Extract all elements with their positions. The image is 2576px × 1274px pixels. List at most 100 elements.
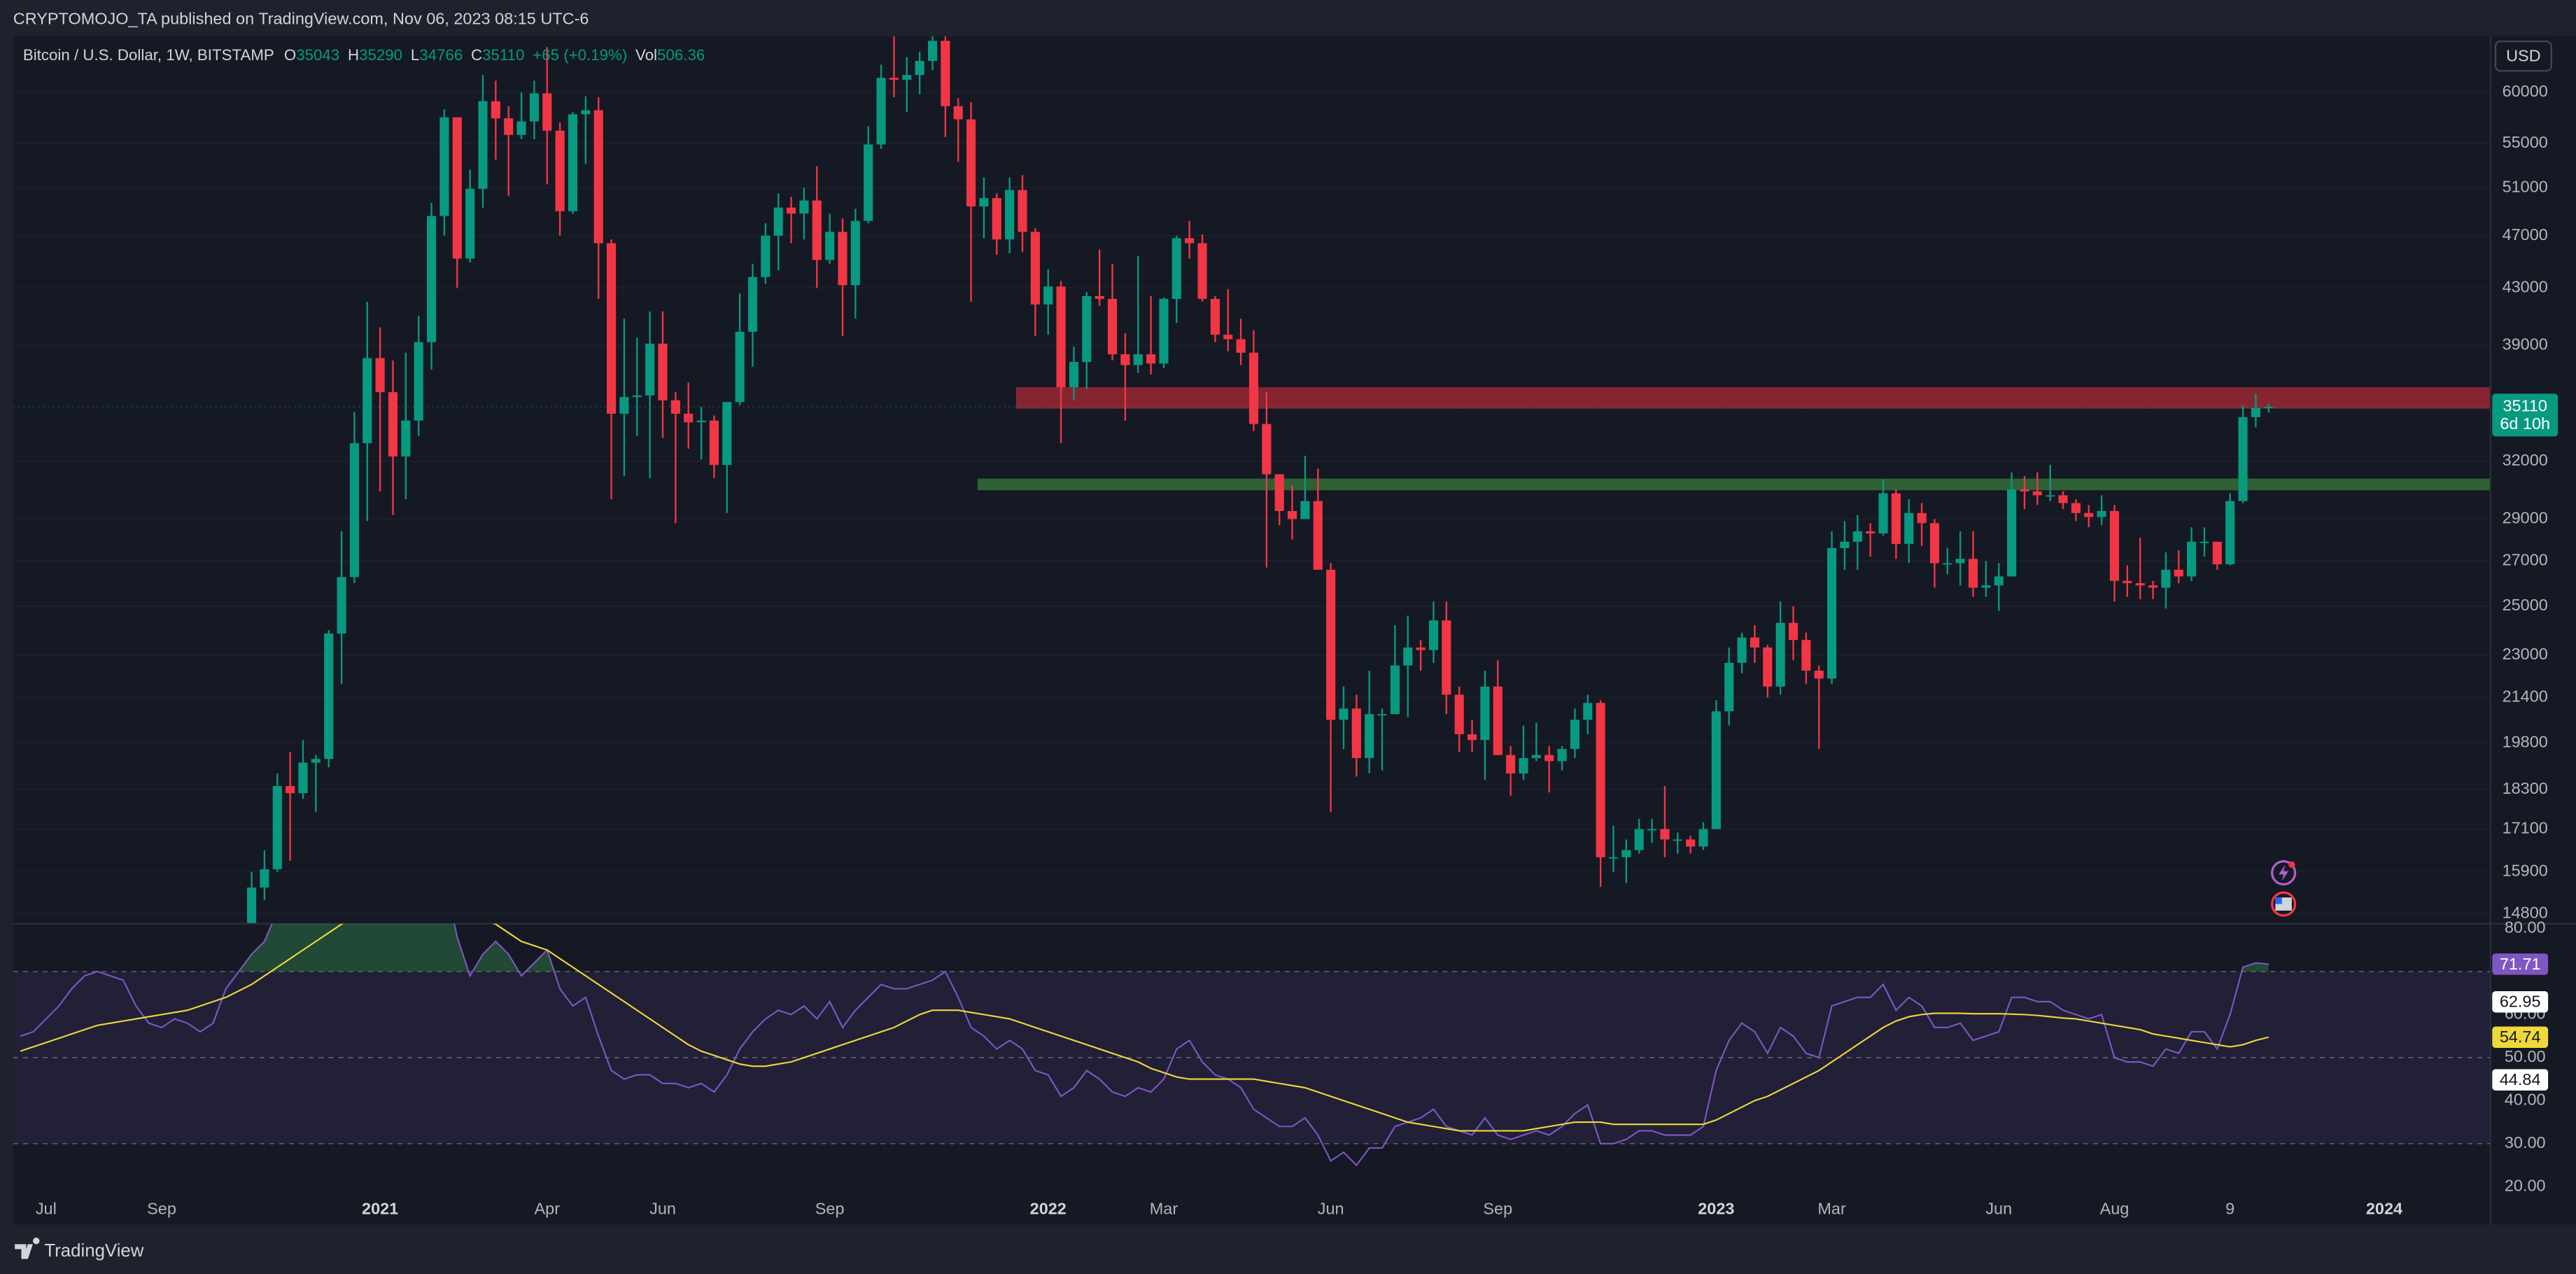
candle-body <box>1544 755 1554 762</box>
event-dot <box>2288 861 2295 868</box>
candle-body <box>2058 495 2068 503</box>
candle-body <box>941 41 950 106</box>
candle-body <box>1056 286 1066 388</box>
candle-body <box>2032 491 2042 496</box>
candle-body <box>478 101 488 189</box>
candle-body <box>1750 637 1760 648</box>
countdown: 6d 10h <box>2500 414 2550 433</box>
candle-body <box>850 220 860 286</box>
candle-body <box>1814 671 1824 679</box>
candle-body <box>876 78 886 145</box>
candle-body <box>324 634 334 760</box>
candle-body <box>1287 511 1297 519</box>
zone <box>977 478 2491 491</box>
candle-body <box>1904 512 1914 544</box>
rsi-tick-label: 50.00 <box>2505 1047 2546 1065</box>
candle-body <box>2020 489 2029 491</box>
candle-body <box>1917 512 1927 524</box>
candle-body <box>1133 354 1143 365</box>
event-icon <box>2271 891 2297 917</box>
candle-body <box>902 75 912 80</box>
candle-body <box>1493 686 1502 755</box>
candle-body <box>889 78 899 80</box>
candle-body <box>272 785 282 869</box>
candle-body <box>298 762 308 794</box>
candle-body <box>1185 238 1195 244</box>
candle-body <box>773 207 783 236</box>
band-tag-label: 62.95 <box>2500 993 2541 1011</box>
candle-body <box>1416 648 1426 650</box>
legend-letter: L <box>411 46 419 64</box>
x-tick-label: Mar <box>1150 1199 1178 1217</box>
y-tick-label: 17100 <box>2503 819 2548 837</box>
candle-body <box>2097 511 2106 517</box>
x-tick-label: 2023 <box>1698 1199 1734 1217</box>
candle-body <box>465 188 475 259</box>
price-pane <box>13 36 2491 924</box>
rsi-tick-label: 20.00 <box>2505 1177 2546 1195</box>
x-tick-label: 9 <box>2225 1199 2234 1217</box>
candle-body <box>953 106 963 120</box>
candle-body <box>1171 238 1181 299</box>
candle-body <box>1005 190 1015 240</box>
legend-letter: O <box>284 46 296 64</box>
candle-body <box>1043 286 1053 304</box>
x-tick-label: Sep <box>815 1199 845 1217</box>
candle-body <box>927 41 938 61</box>
candle-body <box>1724 662 1734 712</box>
candle-body <box>1454 694 1464 734</box>
candle-body <box>516 121 526 135</box>
candle-body <box>670 400 680 414</box>
candle-body <box>1159 298 1169 364</box>
candle-body <box>1095 296 1104 299</box>
x-tick-label: Jul <box>36 1199 57 1217</box>
legend-letter: H <box>348 46 359 64</box>
logo <box>15 1238 40 1259</box>
x-tick-label: 2024 <box>2366 1199 2402 1217</box>
candle-body <box>812 200 822 260</box>
candle-body <box>1686 839 1696 847</box>
x-tick-label: 2021 <box>362 1199 398 1217</box>
candle-body <box>1711 711 1721 830</box>
candle-body <box>709 420 719 465</box>
candle-body <box>2109 511 2120 581</box>
y-tick-label: 19800 <box>2503 733 2548 751</box>
candle-body <box>1519 757 1528 774</box>
candle-body <box>1660 829 1670 840</box>
y-tick-label: 55000 <box>2503 133 2548 151</box>
legend-letter: C <box>471 46 482 64</box>
band-tag <box>2492 990 2549 1013</box>
candle-body <box>2046 495 2055 497</box>
y-tick-label: 21400 <box>2503 687 2548 706</box>
candle-body <box>504 118 514 135</box>
candle-body <box>349 443 359 578</box>
y-tick-label: 27000 <box>2503 551 2548 569</box>
candle-body <box>1866 531 1875 533</box>
candle-body <box>2007 489 2017 577</box>
candle-body <box>645 343 655 396</box>
candle-body <box>2187 541 2197 577</box>
candle-body <box>1570 720 1580 750</box>
candle-body <box>311 759 321 763</box>
candle-body <box>568 114 578 211</box>
candle-body <box>375 358 385 393</box>
candle-body <box>722 402 732 465</box>
candle-body <box>2161 569 2171 588</box>
candle-body <box>1313 500 1323 570</box>
candle-body <box>1262 424 1272 475</box>
candle-body <box>735 331 745 402</box>
currency[interactable]: USD <box>2506 47 2541 65</box>
candle-body <box>1788 622 1799 640</box>
event-flag-canton <box>2275 897 2282 904</box>
y-tick-label: 29000 <box>2503 509 2548 527</box>
layers: 60000 55000 51000 47000 43000 39000 32000 29000… <box>13 36 2576 1225</box>
currency-button[interactable] <box>2494 40 2552 72</box>
candle-body <box>1120 354 1130 365</box>
y-tick-label: 60000 <box>2503 82 2548 100</box>
candle-body <box>2225 500 2235 565</box>
rsi-line <box>20 923 2269 1132</box>
symbol-title: Bitcoin / U.S. Dollar, 1W, BITSTAMP <box>23 46 274 64</box>
value-tag-label: 71.71 <box>2500 955 2541 973</box>
rsi-tick-label: 30.00 <box>2505 1133 2546 1152</box>
candle-body <box>1981 585 1991 588</box>
